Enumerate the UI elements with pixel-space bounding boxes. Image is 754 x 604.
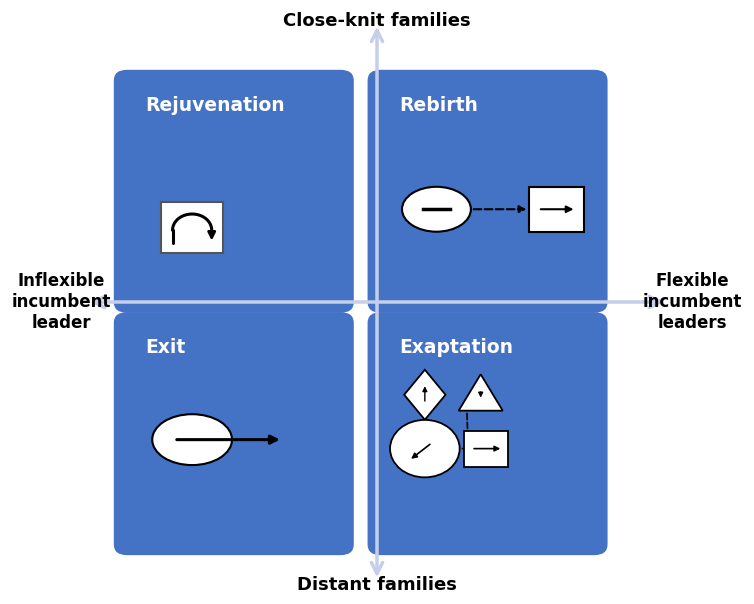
Polygon shape (458, 374, 503, 411)
Text: Inflexible
incumbent
leader: Inflexible incumbent leader (12, 272, 112, 332)
Polygon shape (404, 370, 446, 420)
Text: Rebirth: Rebirth (399, 95, 477, 115)
Text: Exit: Exit (145, 338, 185, 357)
FancyBboxPatch shape (367, 312, 608, 555)
FancyBboxPatch shape (367, 70, 608, 313)
Bar (161, 202, 223, 252)
Text: Rejuvenation: Rejuvenation (145, 95, 284, 115)
Bar (529, 187, 584, 232)
Text: Close-knit families: Close-knit families (284, 11, 470, 30)
FancyBboxPatch shape (114, 312, 354, 555)
Text: Flexible
incumbent
leaders: Flexible incumbent leaders (642, 272, 742, 332)
Ellipse shape (402, 187, 471, 232)
Text: Distant families: Distant families (297, 576, 457, 594)
Ellipse shape (390, 420, 460, 477)
FancyBboxPatch shape (114, 70, 354, 313)
Bar (464, 431, 507, 466)
Text: Exaptation: Exaptation (399, 338, 513, 357)
Ellipse shape (152, 414, 232, 465)
